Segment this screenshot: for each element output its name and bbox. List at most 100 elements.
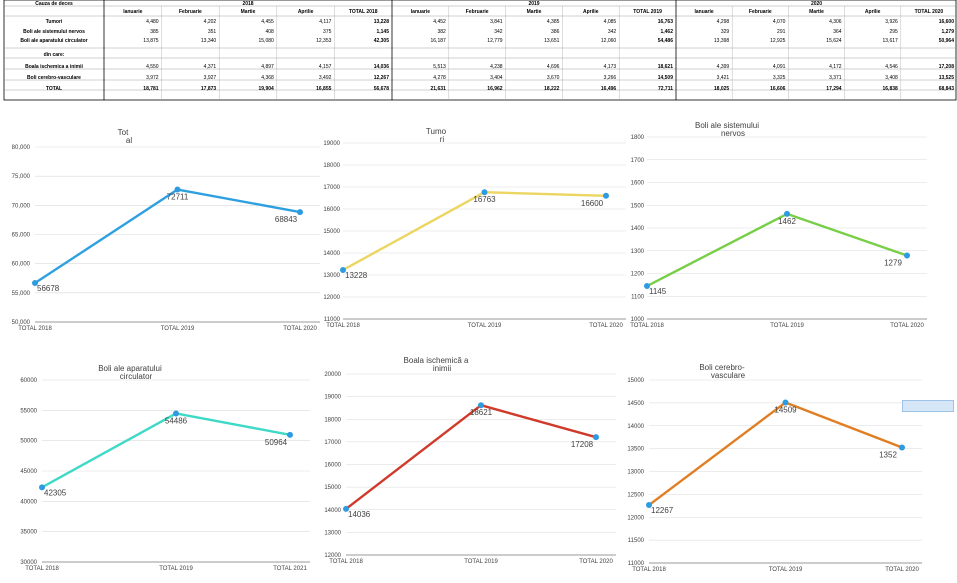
month-header: Martie: [809, 9, 824, 15]
x-tick-label: TOTAL 2018: [329, 559, 363, 565]
table-cell: 12,925: [770, 38, 786, 44]
table-cell: 3,670: [547, 75, 560, 81]
chart-title: ri: [440, 135, 445, 144]
x-tick-label: TOTAL 2018: [18, 326, 52, 332]
y-tick-label: 11500: [628, 538, 645, 544]
x-tick-label: TOTAL 2019: [159, 566, 193, 572]
row-label: din care:: [44, 52, 65, 58]
chart-title: nervos: [721, 129, 745, 138]
data-point: [174, 186, 181, 193]
data-label: 1352: [879, 450, 897, 459]
chart-cerebro-vasculare: Boli cerebro-vasculare 11000 11500 12000 125…: [627, 363, 922, 573]
y-tick-label: 75,000: [12, 174, 31, 180]
chart-title: circulator: [120, 372, 153, 381]
table-cell: 16,855: [316, 86, 332, 92]
month-header: Aprilie: [298, 9, 314, 15]
chart-tumori: Tumori 11000 12000 13000 14000 15000 16000 1700…: [323, 127, 626, 329]
table-cell: 4,085: [604, 19, 617, 25]
y-tick-label: 1500: [631, 203, 645, 209]
x-tick-label: TOTAL 2020: [589, 323, 623, 329]
table-cell: 3,841: [490, 19, 503, 25]
table-cell: 16,496: [601, 86, 617, 92]
data-point: [340, 266, 346, 273]
data-label: 50964: [265, 438, 288, 447]
x-tick-label: TOTAL 2019: [468, 323, 502, 329]
y-tick-label: 20000: [324, 372, 341, 378]
table-cell: 12,267: [374, 75, 390, 81]
y-tick-label: 12000: [627, 515, 644, 521]
x-tick-label: TOTAL 2019: [769, 567, 803, 573]
data-label: 16763: [473, 195, 496, 204]
table-cell: 364: [833, 29, 842, 35]
x-tick-label: TOTAL 2019: [161, 326, 195, 332]
month-header: Aprilie: [865, 9, 881, 15]
data-point: [297, 209, 303, 216]
x-tick-label: TOTAL 2020: [579, 559, 613, 565]
table-cell: 13,398: [714, 38, 730, 44]
table-cell: 13,875: [143, 38, 159, 44]
y-tick-label: 18000: [323, 163, 340, 169]
table-cell: 4,298: [717, 19, 730, 25]
month-header: Februarie: [466, 9, 489, 15]
table-cell: 4,278: [433, 75, 446, 81]
y-tick-label: 16000: [323, 207, 340, 213]
y-tick-label: 65,000: [12, 233, 31, 239]
data-label: 16600: [581, 199, 604, 208]
corner-label: Cauza de deces: [35, 1, 73, 7]
table-cell: 18,621: [658, 64, 674, 70]
table-cell: 291: [777, 29, 786, 35]
table-cell: 54,486: [658, 38, 674, 44]
y-tick-label: 1800: [631, 135, 645, 141]
table-cell: 385: [150, 29, 159, 35]
table-cell: 15,080: [259, 38, 275, 44]
x-tick-label: TOTAL 2020: [890, 323, 924, 329]
table-cell: 329: [721, 29, 730, 35]
chart-title: Boala ischemică a: [404, 356, 469, 365]
y-tick-label: 17000: [324, 440, 341, 446]
table-cell: 4,202: [204, 19, 217, 25]
table-cell: 14,036: [374, 64, 390, 70]
table-cell: 12,779: [487, 38, 503, 44]
table-cell: 3,325: [773, 75, 786, 81]
table-cell: 4,897: [261, 64, 274, 70]
selected-cell[interactable]: [902, 400, 954, 412]
table-cell: 1,462: [660, 29, 673, 35]
table-cell: 3,972: [146, 75, 159, 81]
table-cell: 3,927: [204, 75, 217, 81]
table-cell: 4,172: [829, 64, 842, 70]
month-header: TOTAL 2020: [915, 9, 944, 15]
month-header: Februarie: [179, 9, 202, 15]
table-cell: 4,070: [773, 19, 786, 25]
y-tick-label: 13500: [627, 447, 644, 453]
y-tick-label: 17000: [323, 185, 340, 191]
y-tick-label: 1000: [631, 317, 645, 323]
y-tick-label: 40000: [20, 499, 37, 505]
month-header: Februarie: [749, 9, 772, 15]
y-tick-label: 14500: [627, 401, 644, 407]
y-tick-label: 1700: [631, 158, 645, 164]
table-cell: 4,452: [433, 19, 446, 25]
chart-title: Tumo: [426, 127, 447, 136]
table-cell: 4,480: [146, 19, 159, 25]
data-point: [644, 283, 650, 290]
data-label: 13228: [345, 271, 368, 280]
data-label: 14509: [774, 405, 797, 414]
data-label: 42305: [44, 488, 67, 497]
table-cell: 13,525: [939, 75, 955, 81]
y-tick-label: 1200: [631, 272, 645, 278]
table-cell: 3,492: [319, 75, 332, 81]
data-point: [593, 434, 599, 441]
data-point: [39, 484, 45, 491]
x-tick-label: TOTAL 2019: [770, 323, 804, 329]
data-point: [784, 210, 790, 217]
data-label: 56678: [37, 284, 60, 293]
y-tick-label: 60000: [20, 378, 37, 384]
table-cell: 351: [208, 29, 217, 35]
table-cell: 12,353: [316, 38, 332, 44]
y-tick-label: 1400: [631, 226, 645, 232]
table-cell: 386: [551, 29, 560, 35]
y-tick-label: 30000: [20, 560, 37, 566]
